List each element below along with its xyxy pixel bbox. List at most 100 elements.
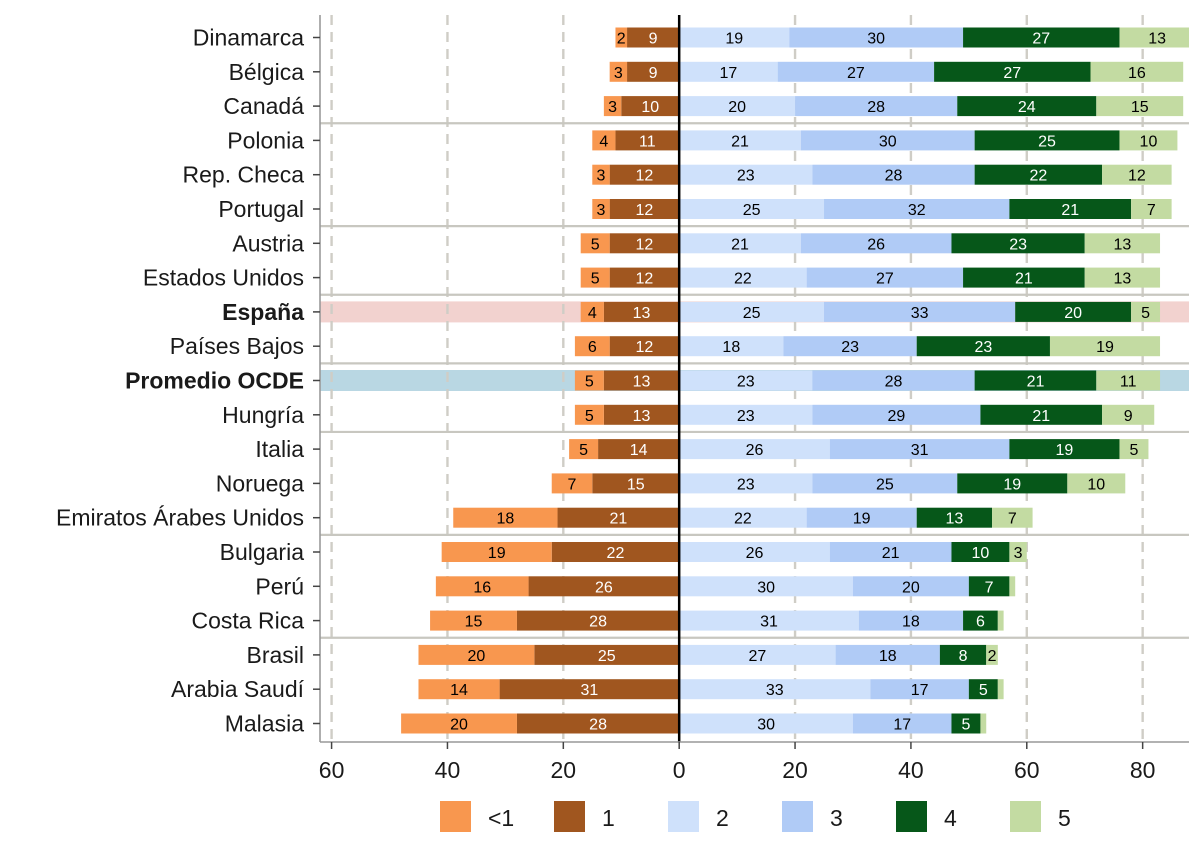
bar-segment [615, 27, 628, 48]
data-label: 13 [1148, 31, 1166, 48]
data-label: 17 [720, 65, 738, 82]
data-label: 11 [1120, 374, 1137, 391]
legend: <1 1 2 3 4 5 [440, 801, 1071, 832]
bar-segment [627, 61, 680, 82]
y-tick-label: Países Bajos [170, 333, 304, 359]
bar-segment [418, 644, 535, 665]
bar-segment [1119, 27, 1189, 48]
bar-segment [974, 130, 1120, 151]
bar-segment [1009, 199, 1132, 219]
legend-swatch [896, 801, 927, 832]
bar-segment [806, 507, 917, 528]
data-label: 13 [1113, 271, 1131, 288]
bar-segment [1096, 370, 1161, 391]
data-label: 2 [988, 648, 997, 665]
bar-segment [934, 61, 1091, 82]
bar-segment [435, 576, 529, 597]
data-label: 12 [636, 271, 654, 288]
data-label: 25 [1038, 133, 1056, 150]
data-label: 3 [608, 99, 617, 116]
data-label: 23 [974, 339, 992, 356]
data-label: 16 [473, 579, 491, 596]
bar-segment [812, 404, 981, 425]
bar-segment [1084, 267, 1161, 288]
data-label: 10 [641, 99, 659, 116]
bar-segment [574, 404, 604, 425]
data-label: 12 [1128, 168, 1146, 185]
bar-segment [592, 164, 610, 185]
bar-segment [968, 576, 1010, 597]
data-label: 23 [1009, 236, 1027, 253]
bar-segment [679, 130, 801, 151]
bar-segment [783, 336, 917, 357]
y-tick-label: Noruega [216, 470, 304, 496]
data-label: 21 [1032, 408, 1050, 425]
data-label: 27 [876, 271, 894, 288]
bar-segment [615, 130, 680, 151]
x-tick-label: 80 [1130, 757, 1156, 783]
bar-segment [957, 96, 1097, 117]
data-label: 26 [595, 579, 613, 596]
bar-segment [1096, 96, 1184, 117]
bar-segment [777, 61, 935, 82]
data-label: 16 [1128, 65, 1146, 82]
bar-segment [679, 713, 853, 734]
data-label: 23 [737, 374, 755, 391]
bar-segment [609, 199, 680, 219]
bar-segment [679, 473, 813, 494]
y-tick-label: Costa Rica [192, 608, 305, 634]
bar-segment [609, 164, 680, 185]
legend-label: 4 [944, 805, 957, 831]
data-label: 21 [731, 133, 749, 150]
data-label: 28 [867, 99, 885, 116]
bar-segment [679, 61, 778, 82]
data-label: 31 [911, 442, 929, 459]
bar-segment [580, 233, 610, 254]
bar-segment [569, 439, 599, 460]
bar-segment [679, 542, 830, 562]
bar-segment [812, 370, 975, 391]
data-label: 22 [1029, 168, 1047, 185]
data-label: 5 [591, 271, 600, 288]
x-tick-label: 40 [435, 757, 461, 783]
data-label: 7 [985, 579, 994, 596]
bar-segment [800, 233, 952, 254]
bar-segment [852, 576, 969, 597]
data-label: 5 [585, 374, 594, 391]
bar-segment [679, 439, 830, 460]
bar-segment [430, 610, 517, 631]
data-label: 19 [1003, 476, 1021, 493]
data-label: 4 [599, 133, 608, 150]
y-tick-label: Italia [255, 436, 304, 462]
bar-segment [441, 542, 552, 562]
bar-segment [1009, 439, 1120, 460]
data-label: 4 [588, 305, 597, 322]
bar-segment [806, 267, 964, 288]
bar-segment [679, 644, 836, 665]
bar-segment [852, 713, 952, 734]
data-label: 19 [725, 31, 743, 48]
y-tick-label: Canadá [223, 93, 304, 119]
data-label: 18 [902, 614, 920, 631]
bar-segment [980, 713, 987, 734]
data-label: 21 [609, 511, 627, 528]
data-label: 30 [757, 579, 775, 596]
bar-segment [963, 267, 1085, 288]
bar-segment [679, 404, 813, 425]
bar-segment [679, 370, 813, 391]
data-label: 28 [589, 614, 607, 631]
bar-segment [679, 301, 825, 322]
bar-segment [997, 610, 1004, 631]
bar-segment [592, 130, 616, 151]
bar-segment [1049, 336, 1161, 357]
data-label: 15 [627, 476, 645, 493]
data-label: 18 [722, 339, 740, 356]
bar-segment [516, 713, 680, 734]
bar-segment [789, 27, 964, 48]
bar-segment [957, 473, 1068, 494]
data-label: 15 [1131, 99, 1149, 116]
data-label: 12 [636, 202, 654, 219]
bar-segment [551, 542, 680, 562]
data-label: 20 [468, 648, 486, 665]
bar-segment [528, 576, 680, 597]
